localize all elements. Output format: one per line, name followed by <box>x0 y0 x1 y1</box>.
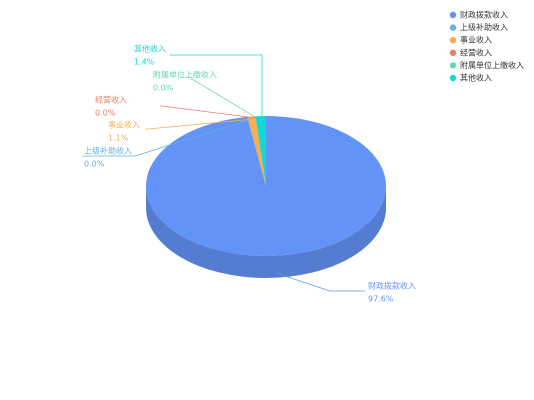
legend-marker <box>449 49 457 56</box>
data-label-value: 0.0% <box>84 160 105 169</box>
label-line <box>170 54 263 118</box>
data-label-name: 上级补助收入 <box>84 146 132 156</box>
data-label-value: 97.6% <box>368 295 394 304</box>
legend-marker <box>449 24 457 31</box>
data-label-value: 1.1% <box>108 134 129 143</box>
data-label-name: 财政拨款收入 <box>368 281 416 291</box>
slice <box>255 116 266 186</box>
label-line <box>82 118 253 157</box>
data-label-name: 其他收入 <box>134 44 166 54</box>
label-line <box>190 78 258 119</box>
legend-label: 事业收入 <box>460 35 492 45</box>
legend-label: 其他收入 <box>460 73 492 83</box>
label-line <box>160 105 257 119</box>
legend-marker <box>449 11 457 19</box>
slice <box>247 116 266 186</box>
legend-label: 附属单位上缴收入 <box>460 60 524 70</box>
label-line <box>145 118 255 130</box>
data-label-value: 1.4% <box>134 58 155 67</box>
data-label-value: 0.0% <box>153 84 174 93</box>
data-label-name: 经营收入 <box>95 95 127 105</box>
label-line <box>275 272 365 292</box>
legend-marker <box>449 74 457 82</box>
legend-marker <box>449 62 457 69</box>
data-label-name: 事业收入 <box>108 120 140 130</box>
legend-marker <box>449 37 457 44</box>
legend-label: 财政拨款收入 <box>460 10 508 20</box>
slice <box>247 116 266 186</box>
slice <box>146 116 387 256</box>
legend-label: 上级补助收入 <box>460 22 508 32</box>
slice-side <box>146 186 386 278</box>
data-label-name: 附属单位上缴收入 <box>153 70 217 80</box>
data-label-value: 0.0% <box>95 109 116 118</box>
legend-label: 经营收入 <box>460 47 492 57</box>
